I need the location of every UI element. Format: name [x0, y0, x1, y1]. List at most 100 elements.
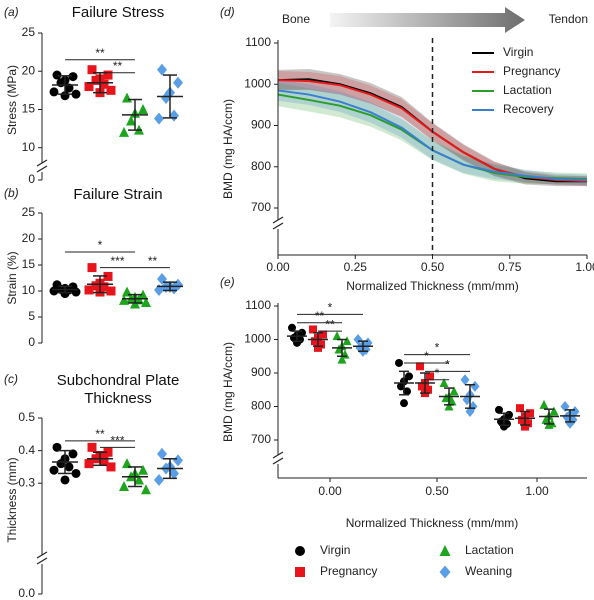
- point: [87, 65, 97, 75]
- point: [526, 409, 534, 418]
- x-tick-label: 0.00: [266, 260, 290, 274]
- y-tick-label: 15: [22, 102, 36, 116]
- point: [99, 455, 109, 465]
- band: [278, 68, 587, 187]
- y-tick-label: 800: [251, 399, 271, 413]
- point: [49, 286, 59, 296]
- y-tick-label: 900: [251, 118, 271, 132]
- significance-label: *: [445, 357, 450, 371]
- point: [126, 115, 136, 126]
- y-tick-label: 900: [251, 365, 271, 379]
- y-axis-label: Thickness (mm): [5, 457, 19, 542]
- point: [169, 282, 179, 295]
- legend-label: Pregnancy: [320, 564, 377, 578]
- y-tick-label: 700: [251, 432, 271, 446]
- point: [426, 372, 434, 381]
- legend-label: Lactation: [503, 83, 552, 97]
- y-axis-label: BMD (mg HA/ccm): [221, 342, 235, 442]
- point: [332, 331, 342, 341]
- legend-label: Recovery: [503, 102, 554, 116]
- legend-label: Virgin: [503, 45, 533, 59]
- point: [122, 92, 132, 103]
- point: [87, 263, 97, 273]
- significance-label: *: [435, 341, 440, 355]
- annotation: Bone: [282, 12, 310, 26]
- significance-label: *: [98, 238, 103, 252]
- point: [549, 406, 559, 416]
- y-tick-label: 10: [22, 140, 36, 154]
- y-tick-label: 1000: [244, 76, 271, 90]
- y-tick-label: 25: [22, 25, 36, 39]
- panel-label: (c): [4, 372, 18, 386]
- point: [64, 83, 74, 93]
- point: [337, 354, 347, 364]
- significance-label: *: [424, 349, 429, 363]
- significance-label: ***: [110, 254, 124, 268]
- point: [439, 378, 449, 388]
- point: [91, 281, 101, 291]
- point: [106, 462, 116, 472]
- x-axis-label: Normalized Thickness (mm/mm): [346, 516, 518, 530]
- point: [397, 382, 405, 391]
- legend-label: Virgin: [320, 543, 350, 557]
- point: [52, 442, 62, 452]
- significance-label: **: [113, 59, 123, 73]
- y-tick-label: 20: [22, 63, 36, 77]
- point: [416, 362, 424, 371]
- point: [103, 447, 113, 457]
- point: [68, 449, 78, 459]
- point: [314, 343, 322, 352]
- point: [99, 79, 109, 89]
- y-tick-label: 1100: [245, 35, 271, 49]
- y-tick-label: 0: [28, 172, 35, 186]
- significance-label: **: [325, 317, 335, 331]
- y-tick-label: 25: [22, 205, 36, 219]
- point: [141, 484, 151, 495]
- point: [68, 72, 78, 82]
- point: [119, 481, 129, 491]
- significance-label: *: [435, 366, 440, 380]
- legend-marker: [295, 567, 305, 577]
- x-tick-label: 0.50: [421, 260, 445, 274]
- point: [342, 336, 352, 346]
- legend-marker: [439, 565, 451, 579]
- point: [141, 296, 151, 307]
- point: [403, 387, 411, 396]
- point: [418, 382, 426, 391]
- x-tick-label: 0.50: [425, 484, 449, 498]
- point: [134, 474, 144, 485]
- panel-title: Subchondral Plate Thickness: [56, 372, 180, 407]
- y-tick-label: 1000: [244, 332, 271, 346]
- point: [99, 282, 109, 292]
- legend-label: Pregnancy: [503, 64, 560, 78]
- legend-marker: [295, 546, 305, 556]
- x-tick-label: 0.00: [318, 484, 342, 498]
- point: [400, 399, 408, 408]
- point: [103, 271, 113, 281]
- point: [395, 358, 403, 367]
- significance-label: ***: [110, 434, 124, 448]
- point: [106, 85, 116, 95]
- point: [52, 70, 62, 80]
- point: [138, 289, 148, 300]
- point: [353, 334, 363, 345]
- x-axis-label: Normalized Thickness (mm/mm): [346, 279, 518, 293]
- point: [60, 475, 70, 485]
- axis-break: [272, 222, 284, 230]
- axis-break: [272, 457, 284, 465]
- y-tick-label: 800: [251, 159, 271, 173]
- point: [91, 75, 101, 85]
- point: [87, 442, 97, 452]
- point: [161, 92, 171, 104]
- point: [169, 467, 179, 480]
- y-tick-label: 15: [22, 257, 36, 271]
- point: [84, 82, 94, 92]
- point: [154, 112, 164, 125]
- point: [460, 374, 470, 386]
- point: [122, 458, 132, 469]
- point: [470, 380, 480, 392]
- point: [154, 473, 164, 486]
- point: [106, 286, 116, 296]
- point: [119, 294, 129, 305]
